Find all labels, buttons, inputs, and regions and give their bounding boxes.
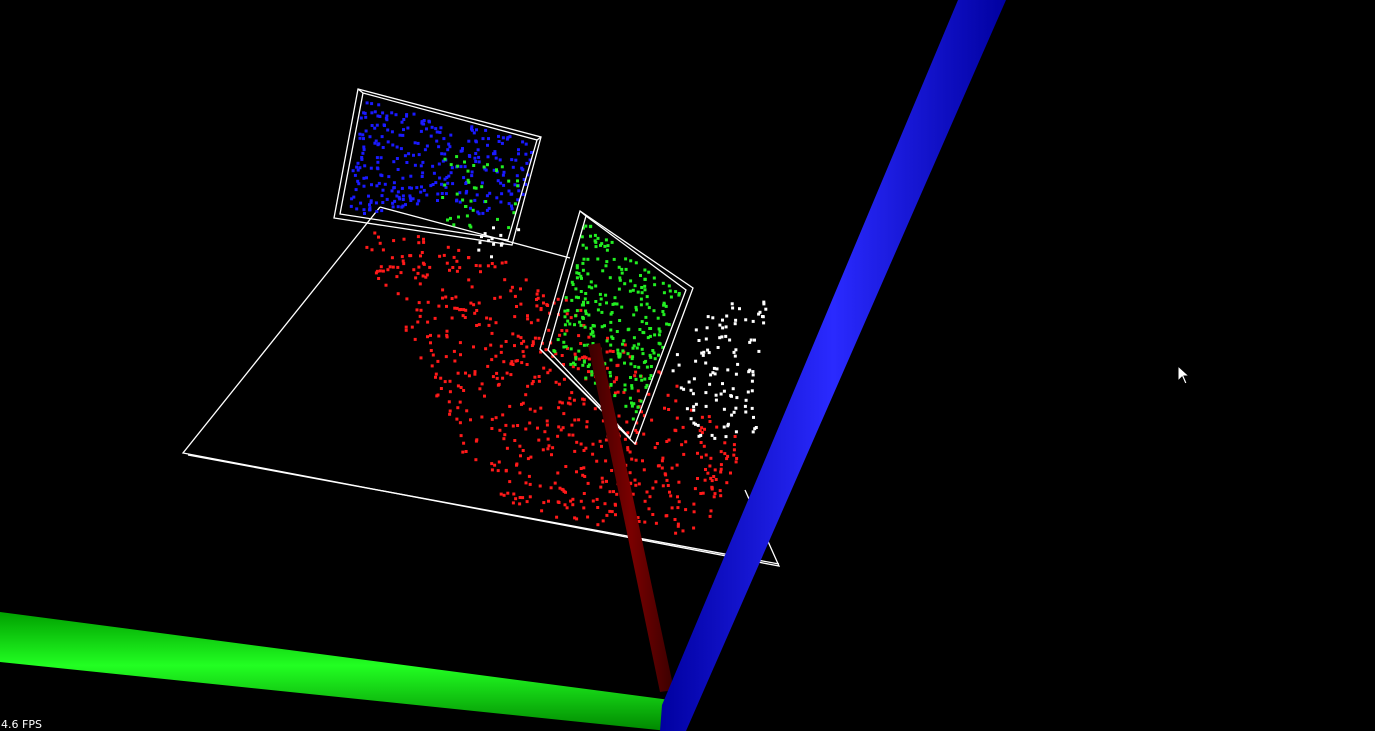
arrow-cursor-icon (1177, 365, 1191, 385)
x-axis-red-cylinder (588, 343, 674, 692)
z-axis-blue-cylinder (660, 0, 1006, 731)
fps-counter: 4.6 FPS (1, 718, 42, 731)
floor-wireframe (181, 206, 781, 567)
box-wireframe-1 (333, 88, 542, 246)
y-axis-green-cylinder (0, 612, 670, 731)
box-wireframe-2 (539, 209, 694, 446)
white-point-cluster (477, 226, 768, 440)
green-point-cluster (441, 155, 681, 421)
red-point-cluster (365, 231, 739, 535)
blue-point-cluster (349, 101, 533, 216)
